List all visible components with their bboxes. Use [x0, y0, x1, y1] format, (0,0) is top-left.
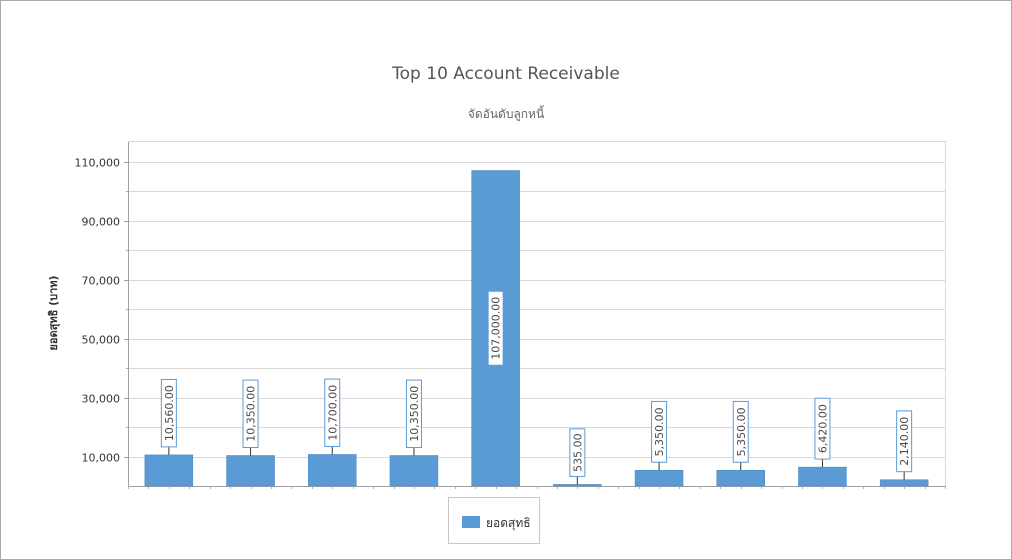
- data-label-box: [160, 378, 177, 448]
- data-label: 535.00: [569, 428, 586, 477]
- data-label: 10,700.00: [324, 378, 341, 447]
- data-label-text: 107,000.00: [490, 297, 503, 360]
- data-label-text: 10,350.00: [408, 386, 421, 442]
- bar: [634, 469, 684, 487]
- data-label-box: [814, 397, 831, 460]
- data-label-text: 2,140.00: [898, 417, 911, 466]
- data-label-text: 6,420.00: [816, 404, 829, 453]
- bar: [308, 454, 357, 487]
- legend-label: ยอดสุทธิ: [486, 516, 531, 530]
- data-label: 10,560.00: [160, 378, 177, 448]
- data-label-box: [242, 379, 259, 448]
- data-label-box: [324, 378, 341, 447]
- data-label-box: [651, 400, 668, 463]
- data-label-box: [732, 400, 749, 463]
- legend-swatch: [462, 516, 480, 528]
- bar: [144, 454, 194, 487]
- bar: [226, 455, 275, 487]
- data-label-text: 10,350.00: [245, 386, 258, 442]
- data-label: 107,000.00: [487, 290, 504, 366]
- data-label: 5,350.00: [732, 400, 749, 463]
- y-tick-label: 30,000: [82, 393, 121, 406]
- chart-title: Top 10 Account Receivable: [392, 64, 620, 84]
- data-label-box: [487, 290, 504, 366]
- y-tick-label: 70,000: [82, 275, 121, 288]
- data-label-text: 5,350.00: [653, 407, 666, 456]
- data-label-box: [569, 428, 586, 477]
- data-label-text: 535.00: [571, 433, 584, 472]
- data-label-text: 10,560.00: [163, 385, 176, 441]
- bar: [879, 479, 929, 487]
- legend: ยอดสุทธิ: [448, 497, 540, 544]
- chart-subtitle: จัดอันดับลูกหนี้: [467, 107, 545, 121]
- data-label: 5,350.00: [651, 400, 668, 463]
- bar: [553, 484, 602, 487]
- data-label: 2,140.00: [896, 410, 913, 473]
- y-tick-label: 50,000: [82, 334, 121, 347]
- data-label: 10,350.00: [405, 379, 422, 448]
- bar: [389, 455, 439, 487]
- plot-area: [128, 141, 945, 486]
- data-label-box: [405, 379, 422, 448]
- y-tick-label: 110,000: [75, 157, 121, 170]
- y-tick-label: 10,000: [82, 452, 121, 465]
- bar: [798, 466, 847, 487]
- data-label-text: 5,350.00: [735, 407, 748, 456]
- data-label: 10,350.00: [242, 379, 259, 448]
- data-label-box: [896, 410, 913, 473]
- y-tick-label: 90,000: [82, 216, 121, 229]
- bar: [716, 469, 765, 487]
- data-label: 6,420.00: [814, 397, 831, 460]
- data-label-text: 10,700.00: [326, 385, 339, 441]
